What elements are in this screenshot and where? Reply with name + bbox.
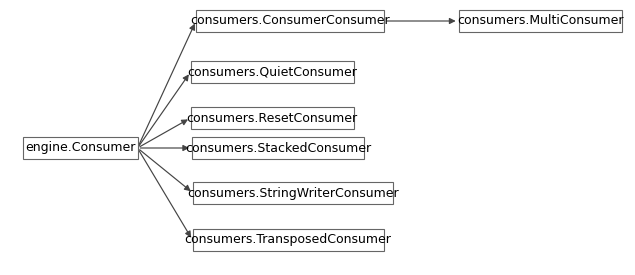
Text: consumers.StackedConsumer: consumers.StackedConsumer [185,142,371,155]
FancyBboxPatch shape [192,229,384,251]
FancyBboxPatch shape [193,182,393,204]
FancyBboxPatch shape [190,107,354,129]
Text: consumers.ResetConsumer: consumers.ResetConsumer [187,111,358,125]
FancyBboxPatch shape [22,137,138,159]
FancyBboxPatch shape [196,10,384,32]
Text: engine.Consumer: engine.Consumer [25,142,135,155]
Text: consumers.StringWriterConsumer: consumers.StringWriterConsumer [187,186,399,199]
Text: consumers.MultiConsumer: consumers.MultiConsumer [457,15,623,28]
FancyBboxPatch shape [458,10,622,32]
Text: consumers.QuietConsumer: consumers.QuietConsumer [187,65,357,78]
Text: consumers.TransposedConsumer: consumers.TransposedConsumer [185,233,391,246]
FancyBboxPatch shape [190,61,354,83]
Text: consumers.ConsumerConsumer: consumers.ConsumerConsumer [190,15,390,28]
FancyBboxPatch shape [192,137,364,159]
